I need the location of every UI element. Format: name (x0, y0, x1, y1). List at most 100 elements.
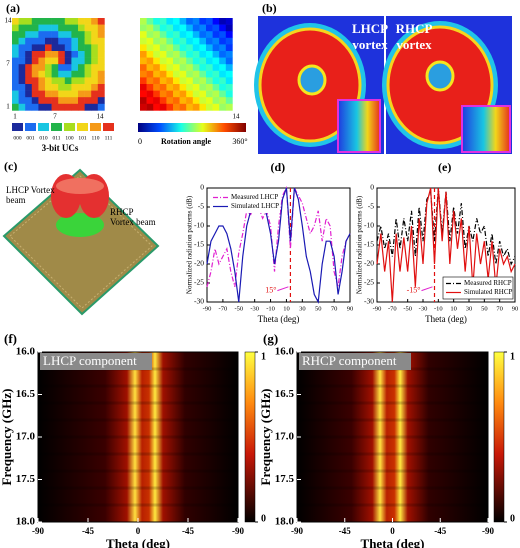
phase-cell (173, 57, 180, 65)
unit-cell (45, 37, 52, 45)
phase-cell (159, 37, 167, 45)
x-tick-label: 10 (450, 305, 457, 312)
unit-cell (18, 24, 26, 32)
unit-cell (18, 64, 26, 72)
unit-cell (51, 77, 59, 85)
phase-cell (173, 31, 180, 39)
phase-cell (140, 90, 147, 98)
unit-cell (58, 37, 66, 45)
unit-cell (51, 51, 59, 58)
phase-inset (461, 105, 511, 153)
phase-cell (153, 97, 161, 105)
unit-cell (31, 84, 39, 91)
unit-cell (51, 103, 59, 111)
phase-cell (186, 57, 194, 65)
unit-cell (31, 31, 39, 39)
x-tick-label: -50 (403, 305, 412, 312)
unit-cell (78, 103, 85, 111)
unit-cell (31, 37, 39, 45)
unit-cell (97, 51, 105, 58)
phase-cell (146, 44, 154, 52)
phase-cell (166, 103, 174, 111)
colorbar-label: 360° (232, 137, 247, 146)
unit-cell (45, 84, 52, 91)
unit-cell (51, 37, 59, 45)
x-tick-label: -90 (203, 305, 212, 312)
y-tick-label: -30 (194, 297, 204, 306)
phase-cell (140, 44, 147, 52)
unit-cell (38, 31, 46, 39)
phase-cell (199, 57, 207, 65)
unit-cell (78, 37, 85, 45)
unit-cell (78, 97, 85, 105)
x-tick-label: -90 (232, 526, 244, 536)
panel-label: (e) (438, 160, 451, 174)
phase-cell (219, 77, 227, 85)
unit-cell (31, 18, 39, 25)
heatmap (37, 351, 239, 523)
phase-cell (212, 84, 220, 91)
series-line (206, 185, 351, 287)
unit-cell (91, 90, 99, 98)
phase-cell (199, 103, 207, 111)
y-tick-label: 17.0 (275, 431, 295, 443)
phase-cell (199, 51, 207, 58)
phase-cell (199, 31, 207, 39)
phase-cell (212, 44, 220, 52)
y-tick-label: -10 (194, 221, 204, 230)
unit-cell (71, 84, 79, 91)
unit-cell (71, 70, 79, 78)
phase-cell (212, 18, 220, 25)
y-tick-label: 16.0 (275, 346, 295, 358)
phase-cell (153, 84, 161, 91)
unit-cell (97, 97, 105, 105)
phase-cell (173, 77, 180, 85)
phase-cell (219, 64, 227, 72)
phase-cell (206, 37, 213, 45)
phase-cell (153, 103, 161, 111)
phase-cell (186, 18, 194, 25)
unit-cell (12, 37, 19, 45)
y-axis-label: Frequency (GHz) (258, 389, 273, 486)
unit-cell (45, 31, 52, 39)
unit-cell (64, 70, 72, 78)
unit-cell (91, 84, 99, 91)
unit-cell (31, 44, 39, 52)
y-tick-label: 17.0 (16, 431, 36, 443)
unit-cell (38, 18, 46, 25)
phase-cell (166, 70, 174, 78)
unit-cell (78, 24, 85, 32)
unit-cell (45, 24, 52, 32)
unit-cell (25, 90, 33, 98)
y-tick-label: -15 (194, 240, 204, 249)
phase-cell (186, 64, 194, 72)
unit-cell (91, 77, 99, 85)
phase-cell (140, 51, 147, 58)
legend-swatch (12, 123, 23, 131)
unit-cell (58, 18, 66, 25)
y-tick-label: 7 (6, 60, 10, 68)
x-tick-label: 70 (496, 305, 503, 312)
y-tick-label: -5 (368, 202, 374, 211)
phase-cell (140, 57, 147, 65)
unit-cell (25, 57, 33, 65)
x-tick-label: 90 (512, 305, 519, 312)
x-tick-label: -10 (266, 305, 275, 312)
unit-cell (45, 77, 52, 85)
unit-cell (97, 64, 105, 72)
phase-cell (186, 24, 194, 32)
unit-cell (12, 51, 19, 58)
unit-cell (51, 84, 59, 91)
phase-cell (153, 31, 161, 39)
unit-cell (18, 77, 26, 85)
phase-cell (173, 70, 180, 78)
phase-cell (146, 24, 154, 32)
colorbar-title: Rotation angle (161, 137, 211, 146)
phase-cell (219, 57, 227, 65)
x-tick-label: -70 (219, 305, 228, 312)
series-line (376, 187, 516, 303)
legend-box (442, 276, 514, 300)
unit-cell (25, 77, 33, 85)
colorbar-tick-label: 1 (261, 351, 266, 362)
phase-cell (159, 84, 167, 91)
